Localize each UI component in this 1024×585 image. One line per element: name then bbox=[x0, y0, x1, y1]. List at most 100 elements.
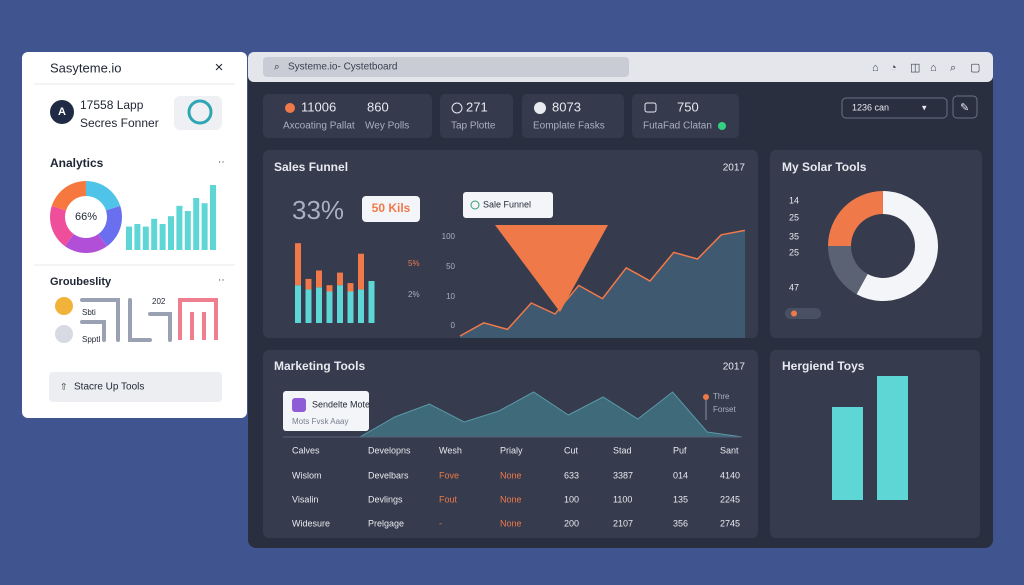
table-cell: None bbox=[500, 470, 522, 480]
bar bbox=[337, 285, 343, 323]
stat-icon bbox=[451, 102, 463, 114]
table-cell: 1100 bbox=[613, 494, 632, 504]
stat-card bbox=[632, 94, 739, 138]
table-cell: 2745 bbox=[720, 518, 740, 528]
donut-center: 66% bbox=[75, 211, 97, 223]
big-percent: 33% bbox=[292, 195, 344, 225]
bar bbox=[305, 278, 312, 290]
y-label: 100 bbox=[442, 232, 456, 241]
labels: 14 25 35 25 47 bbox=[789, 195, 799, 292]
panel-title: Hergiend Toys bbox=[782, 359, 865, 373]
bar bbox=[368, 281, 375, 323]
donut-segment bbox=[828, 246, 868, 295]
item-icon bbox=[55, 297, 73, 315]
close-button[interactable]: × bbox=[215, 59, 224, 76]
connector bbox=[128, 298, 152, 342]
panel-title: My Solar Tools bbox=[782, 160, 867, 174]
button-text: Stacre Up Tools bbox=[74, 382, 144, 393]
area bbox=[460, 230, 745, 338]
icon[interactable]: ⌂ bbox=[930, 62, 937, 74]
bar bbox=[316, 287, 322, 323]
window-icons: ⌂ ◔ ◫ ⌂ ⌕ ▢ bbox=[872, 62, 980, 74]
button-icon: ⇧ bbox=[60, 381, 68, 391]
table-cell: Prelgage bbox=[368, 518, 404, 528]
donut-segment bbox=[51, 181, 86, 211]
icon[interactable]: ⌂ bbox=[872, 62, 879, 74]
panel bbox=[770, 350, 980, 538]
icon[interactable]: ◔ bbox=[890, 62, 897, 74]
profile-name: 17558 Lapp bbox=[80, 98, 144, 112]
label: 35 bbox=[789, 231, 799, 241]
table-cell: Develbars bbox=[368, 470, 409, 480]
tooltip-icon bbox=[292, 398, 306, 412]
panel-year: 2017 bbox=[723, 362, 746, 373]
line bbox=[359, 391, 743, 438]
edit-icon: ✎ bbox=[960, 102, 969, 114]
table-header: Stad bbox=[613, 445, 632, 455]
bar bbox=[168, 216, 174, 250]
bar bbox=[358, 253, 364, 290]
legend-text: Thre bbox=[713, 392, 730, 401]
section-title: Analytics bbox=[50, 156, 104, 170]
connector bbox=[178, 298, 218, 340]
table-cell: Fove bbox=[439, 470, 459, 480]
avatar bbox=[50, 100, 74, 124]
tooltip-title: Sendelte Mote bbox=[312, 399, 370, 409]
table-cell: 100 bbox=[564, 494, 579, 504]
stat-value: 8073 bbox=[552, 99, 581, 114]
bar bbox=[326, 285, 333, 292]
section-menu[interactable]: ·· bbox=[218, 157, 225, 168]
icon[interactable]: ⌕ bbox=[950, 62, 956, 74]
stat-label: Wey Polls bbox=[365, 121, 409, 132]
bar bbox=[210, 185, 216, 250]
table-header: Wesh bbox=[439, 445, 462, 455]
bar bbox=[193, 198, 200, 250]
bar bbox=[184, 211, 191, 250]
table-cell: Visalin bbox=[292, 494, 318, 504]
edit-button[interactable] bbox=[952, 95, 978, 119]
bar bbox=[159, 224, 166, 250]
area-chart bbox=[283, 391, 743, 438]
filter-caret: ▾ bbox=[922, 102, 927, 112]
tooltip-icon bbox=[470, 200, 480, 210]
legend-text: Forset bbox=[713, 405, 736, 414]
table-header: Developns bbox=[368, 445, 411, 455]
item-label: Sbti bbox=[82, 308, 96, 317]
bar bbox=[337, 272, 343, 286]
search-icon: ⌕ bbox=[274, 62, 280, 73]
stat-label: Tap Plotte bbox=[451, 121, 496, 132]
button[interactable] bbox=[49, 372, 222, 402]
stat-icon bbox=[644, 102, 657, 113]
table-cell: None bbox=[500, 494, 522, 504]
funnel-shape bbox=[495, 225, 608, 312]
toggle[interactable] bbox=[785, 308, 821, 319]
panel bbox=[263, 350, 758, 538]
stat-label: FutaFad Clatan bbox=[643, 121, 712, 132]
profile-subtitle: Secres Fonner bbox=[80, 116, 159, 130]
stat-value: 750 bbox=[677, 99, 699, 114]
y-label: 50 bbox=[446, 262, 455, 271]
icon[interactable]: ▢ bbox=[970, 62, 980, 74]
y-label: 0 bbox=[451, 321, 456, 330]
item-label: Spptl bbox=[82, 335, 100, 344]
bar bbox=[176, 205, 183, 250]
search-text: Systeme.io- Cystetboard bbox=[288, 62, 398, 73]
side-label: 5% bbox=[408, 259, 420, 268]
stat-icon bbox=[285, 103, 295, 113]
filter-pill[interactable] bbox=[841, 97, 948, 119]
search-box[interactable] bbox=[263, 57, 629, 77]
section-menu[interactable]: ·· bbox=[218, 275, 225, 286]
table-cell: 2245 bbox=[720, 494, 740, 504]
bar bbox=[151, 218, 158, 250]
stat-value: 860 bbox=[367, 99, 389, 114]
table-cell: 633 bbox=[564, 470, 579, 480]
y-label: 10 bbox=[446, 292, 455, 301]
label: 47 bbox=[789, 282, 799, 292]
bar bbox=[316, 270, 322, 288]
panel bbox=[770, 150, 982, 338]
bar bbox=[295, 285, 301, 323]
bar bbox=[347, 283, 354, 292]
icon[interactable]: ◫ bbox=[910, 62, 920, 74]
stat-icon bbox=[534, 102, 546, 114]
